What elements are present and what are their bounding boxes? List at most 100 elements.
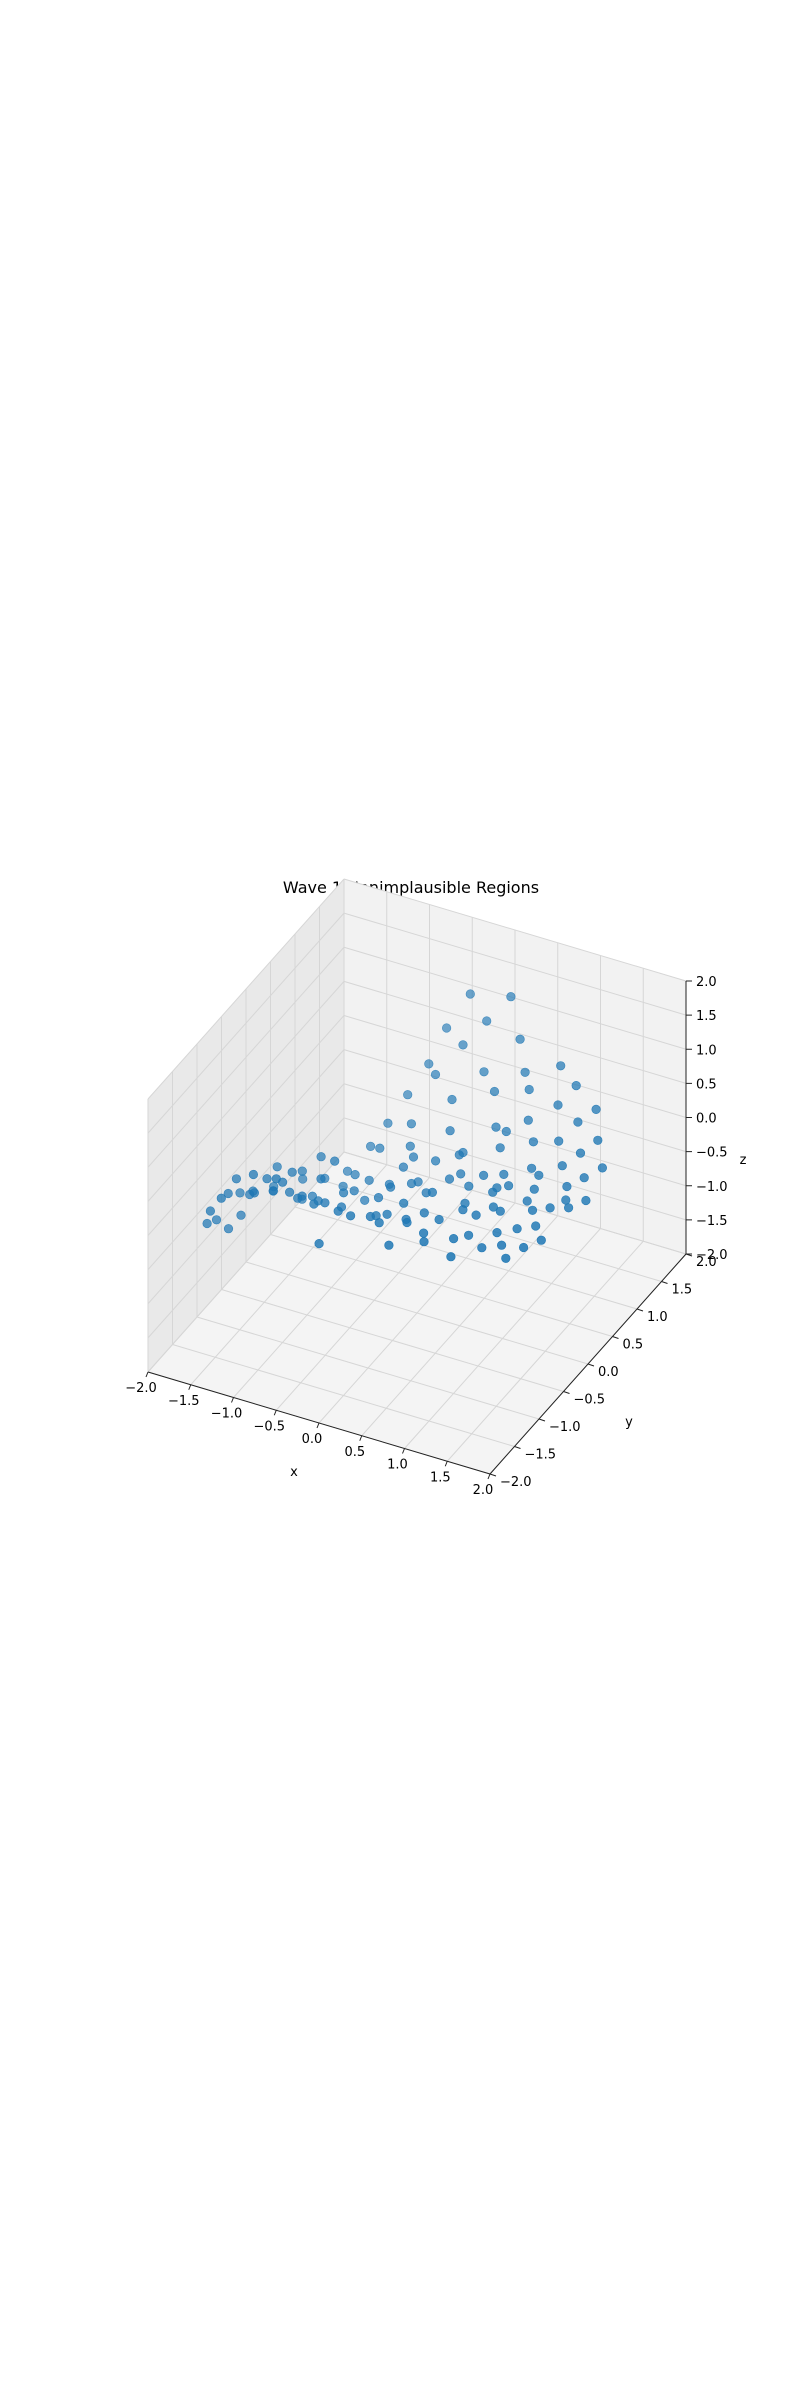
data-point	[316, 1174, 326, 1184]
x-tick	[231, 1397, 234, 1403]
y-tick-label: −2.0	[500, 1475, 532, 1490]
grid-line-x-floor	[361, 1215, 559, 1437]
data-point	[482, 1016, 492, 1026]
data-point	[406, 1178, 417, 1189]
data-point	[573, 1117, 583, 1127]
x-tick-label: 0.0	[302, 1432, 323, 1447]
data-point	[501, 1253, 511, 1263]
data-point	[553, 1100, 563, 1110]
y-tick	[538, 1418, 546, 1422]
data-point	[499, 1169, 509, 1179]
grid-line-z-left	[147, 946, 345, 1168]
data-point	[554, 1136, 564, 1146]
z-tick-label: −1.0	[696, 1180, 728, 1195]
x-tick	[487, 1473, 491, 1480]
y-tick	[661, 1281, 668, 1284]
data-point	[512, 1224, 522, 1234]
data-point	[527, 1205, 538, 1215]
data-point	[364, 1175, 374, 1185]
data-point	[309, 1199, 319, 1209]
x-tick-label: 1.0	[387, 1458, 408, 1473]
grid-line-z-left	[147, 981, 345, 1202]
data-point	[373, 1192, 384, 1203]
data-point	[477, 1243, 487, 1253]
data-point	[285, 1187, 295, 1197]
z-tick-label: 1.0	[696, 1043, 717, 1058]
grid-line-y-floor	[245, 1261, 589, 1365]
data-point	[579, 1173, 589, 1183]
x-tick-label: −1.0	[211, 1407, 243, 1422]
y-tick-label: −1.0	[549, 1420, 581, 1435]
data-point	[531, 1221, 541, 1231]
x-tick	[444, 1461, 448, 1467]
data-point	[298, 1174, 308, 1184]
data-point	[504, 1181, 514, 1191]
data-point	[223, 1224, 234, 1234]
data-point	[497, 1240, 507, 1250]
grid-line-z-back	[343, 878, 687, 982]
z-tick-label: −1.5	[696, 1214, 728, 1229]
y-tick-label: −1.5	[525, 1448, 557, 1463]
x-tick	[316, 1422, 320, 1429]
data-point	[408, 1152, 419, 1162]
data-point	[575, 1148, 586, 1158]
grid-line-z-back	[343, 980, 687, 1084]
y-tick	[587, 1363, 595, 1367]
data-point	[314, 1238, 324, 1249]
data-point	[431, 1156, 441, 1166]
data-point	[523, 1115, 533, 1125]
data-point	[454, 1150, 464, 1160]
data-point	[330, 1156, 340, 1166]
y-tick	[514, 1446, 521, 1449]
x-axis-label: x	[290, 1465, 298, 1480]
data-point	[556, 1061, 566, 1071]
y-tick-label: −0.5	[574, 1393, 606, 1408]
data-point	[449, 1233, 459, 1244]
data-point	[528, 1137, 539, 1147]
x-tick	[188, 1384, 192, 1390]
data-point	[223, 1188, 233, 1199]
data-point	[534, 1170, 544, 1180]
data-point	[458, 1040, 468, 1050]
data-point	[424, 1059, 434, 1069]
y-tick	[612, 1336, 619, 1339]
data-point	[297, 1166, 307, 1176]
x-tick	[402, 1448, 405, 1454]
data-point	[297, 1191, 307, 1201]
data-point	[581, 1195, 591, 1206]
data-point	[262, 1174, 272, 1184]
x-tick-label: −0.5	[254, 1419, 286, 1434]
data-point	[249, 1188, 259, 1198]
data-point	[316, 1152, 326, 1162]
y-axis-label: y	[625, 1415, 633, 1430]
y-tick-label: 1.5	[672, 1283, 693, 1298]
data-point	[495, 1206, 505, 1216]
data-point	[248, 1169, 258, 1180]
z-tick-label: 1.5	[696, 1009, 717, 1024]
z-tick-label: 0.5	[696, 1077, 717, 1092]
z-tick-label: 2.0	[696, 975, 717, 990]
data-points	[202, 989, 608, 1263]
data-point	[405, 1141, 415, 1151]
data-point	[495, 1143, 505, 1153]
x-tick-label: 1.5	[430, 1470, 451, 1485]
data-point	[515, 1034, 525, 1044]
data-point	[501, 1126, 511, 1137]
grid-line-x-floor	[404, 1228, 601, 1449]
data-point	[571, 1080, 581, 1091]
data-point	[386, 1182, 396, 1192]
data-point	[491, 1122, 501, 1132]
data-point	[419, 1237, 429, 1247]
data-point	[349, 1186, 359, 1196]
data-point	[464, 1181, 474, 1191]
data-point	[366, 1141, 376, 1151]
data-point	[526, 1163, 537, 1173]
data-point	[536, 1235, 546, 1245]
y-tick	[636, 1308, 644, 1312]
data-point	[442, 1023, 452, 1033]
data-point	[342, 1166, 353, 1176]
data-point	[419, 1228, 429, 1238]
y-tick	[489, 1473, 497, 1477]
tick-labels: −2.0−1.5−1.0−0.50.00.51.01.52.0−2.0−1.5−…	[125, 975, 727, 1498]
data-point	[339, 1188, 349, 1198]
